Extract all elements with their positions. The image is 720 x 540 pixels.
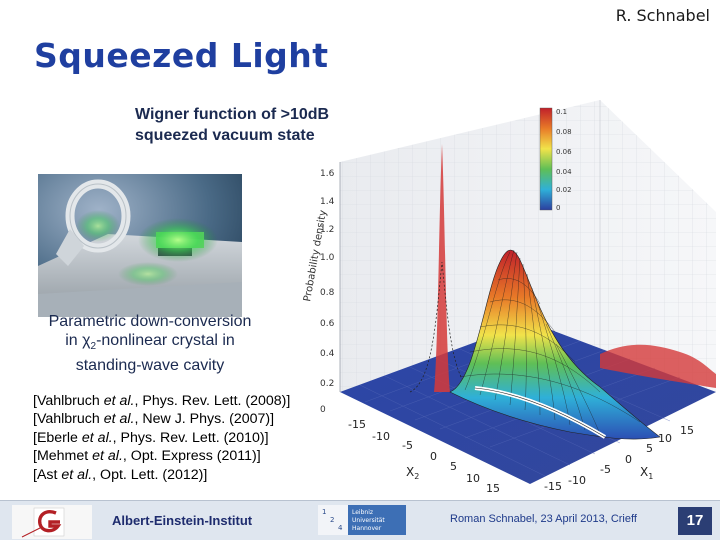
university-logo: 1 2 4 Leibniz Universität Hannover — [318, 505, 406, 535]
x2-tick: -10 — [372, 430, 390, 443]
z-tick: 0.4 — [320, 349, 335, 359]
x2-axis-label: X2 — [406, 465, 419, 481]
z-tick: 0.8 — [320, 288, 335, 298]
x1-tick: -5 — [600, 463, 611, 476]
institute-name: Albert-Einstein-Institut — [112, 513, 253, 528]
x2-tick: 10 — [466, 472, 480, 485]
reference-item: [Vahlbruch et al., New J. Phys. (2007)] — [33, 411, 275, 428]
colorbar-tick: 0.06 — [556, 148, 572, 156]
x2-tick: -15 — [348, 418, 366, 431]
x1-tick: 10 — [658, 432, 672, 445]
x2-tick: 5 — [450, 460, 457, 473]
colorbar-tick: 0.02 — [556, 186, 572, 194]
x1-tick: 15 — [680, 424, 694, 437]
x2-tick: 0 — [430, 450, 437, 463]
svg-text:2: 2 — [330, 516, 334, 524]
x1-tick: 5 — [646, 442, 653, 455]
colorbar-tick: 0.1 — [556, 108, 567, 116]
wigner-plot-svg: 1.6 1.4 1.2 1.0 0.8 0.6 0.4 0.2 0 Probab… — [302, 100, 716, 495]
photo-caption: Parametric down-conversion in χ2-nonline… — [48, 313, 252, 375]
z-tick: 1.4 — [320, 197, 335, 207]
x2-tick: -5 — [402, 439, 413, 452]
svg-text:1: 1 — [322, 508, 326, 516]
author-name: R. Schnabel — [615, 6, 710, 25]
reference-list: [Vahlbruch et al., Phys. Rev. Lett. (200… — [33, 392, 290, 484]
z-tick: 0.2 — [320, 379, 334, 389]
svg-text:Leibniz: Leibniz — [352, 509, 373, 516]
svg-text:Hannover: Hannover — [352, 525, 382, 532]
aei-logo — [12, 505, 92, 539]
wigner-plot: 1.6 1.4 1.2 1.0 0.8 0.6 0.4 0.2 0 Probab… — [300, 92, 716, 500]
z-tick: 0 — [320, 405, 326, 415]
z-tick: 1.0 — [320, 253, 335, 263]
reference-item: [Ast et al., Opt. Lett. (2012)] — [33, 466, 208, 483]
colorbar-tick: 0.04 — [556, 168, 572, 176]
slide-footer: Albert-Einstein-Institut 1 2 4 Leibniz U… — [0, 500, 720, 540]
reference-item: [Vahlbruch et al., Phys. Rev. Lett. (200… — [33, 393, 291, 409]
presenter-info: Roman Schnabel, 23 April 2013, Crieff — [450, 513, 637, 525]
colorbar-tick: 0.08 — [556, 128, 572, 136]
plot-caption: Wigner function of >10dB squeezed vacuum… — [135, 104, 334, 146]
x1-tick: -15 — [544, 480, 562, 493]
z-tick: 1.6 — [320, 169, 335, 179]
slide-title: Squeezed Light — [34, 36, 329, 75]
projection-right — [600, 344, 716, 388]
chi-symbol: χ — [82, 332, 91, 349]
svg-text:4: 4 — [338, 524, 343, 532]
projection-spike — [434, 144, 450, 392]
x1-tick: -10 — [568, 474, 586, 487]
reference-item: [Eberle et al., Phys. Rev. Lett. (2010)] — [33, 429, 269, 446]
x1-tick: 0 — [625, 453, 632, 466]
x1-axis-label: X1 — [640, 465, 653, 481]
reference-item: [Mehmet et al., Opt. Express (2011)] — [33, 448, 261, 465]
x2-tick: 15 — [486, 482, 500, 495]
colorbar-tick: 0 — [556, 204, 560, 212]
colorbar — [539, 107, 553, 211]
page-number: 17 — [678, 507, 712, 535]
svg-text:Universität: Universität — [352, 517, 385, 524]
z-tick: 1.2 — [320, 225, 334, 235]
cavity-photo — [38, 174, 242, 317]
z-tick: 0.6 — [320, 319, 335, 329]
